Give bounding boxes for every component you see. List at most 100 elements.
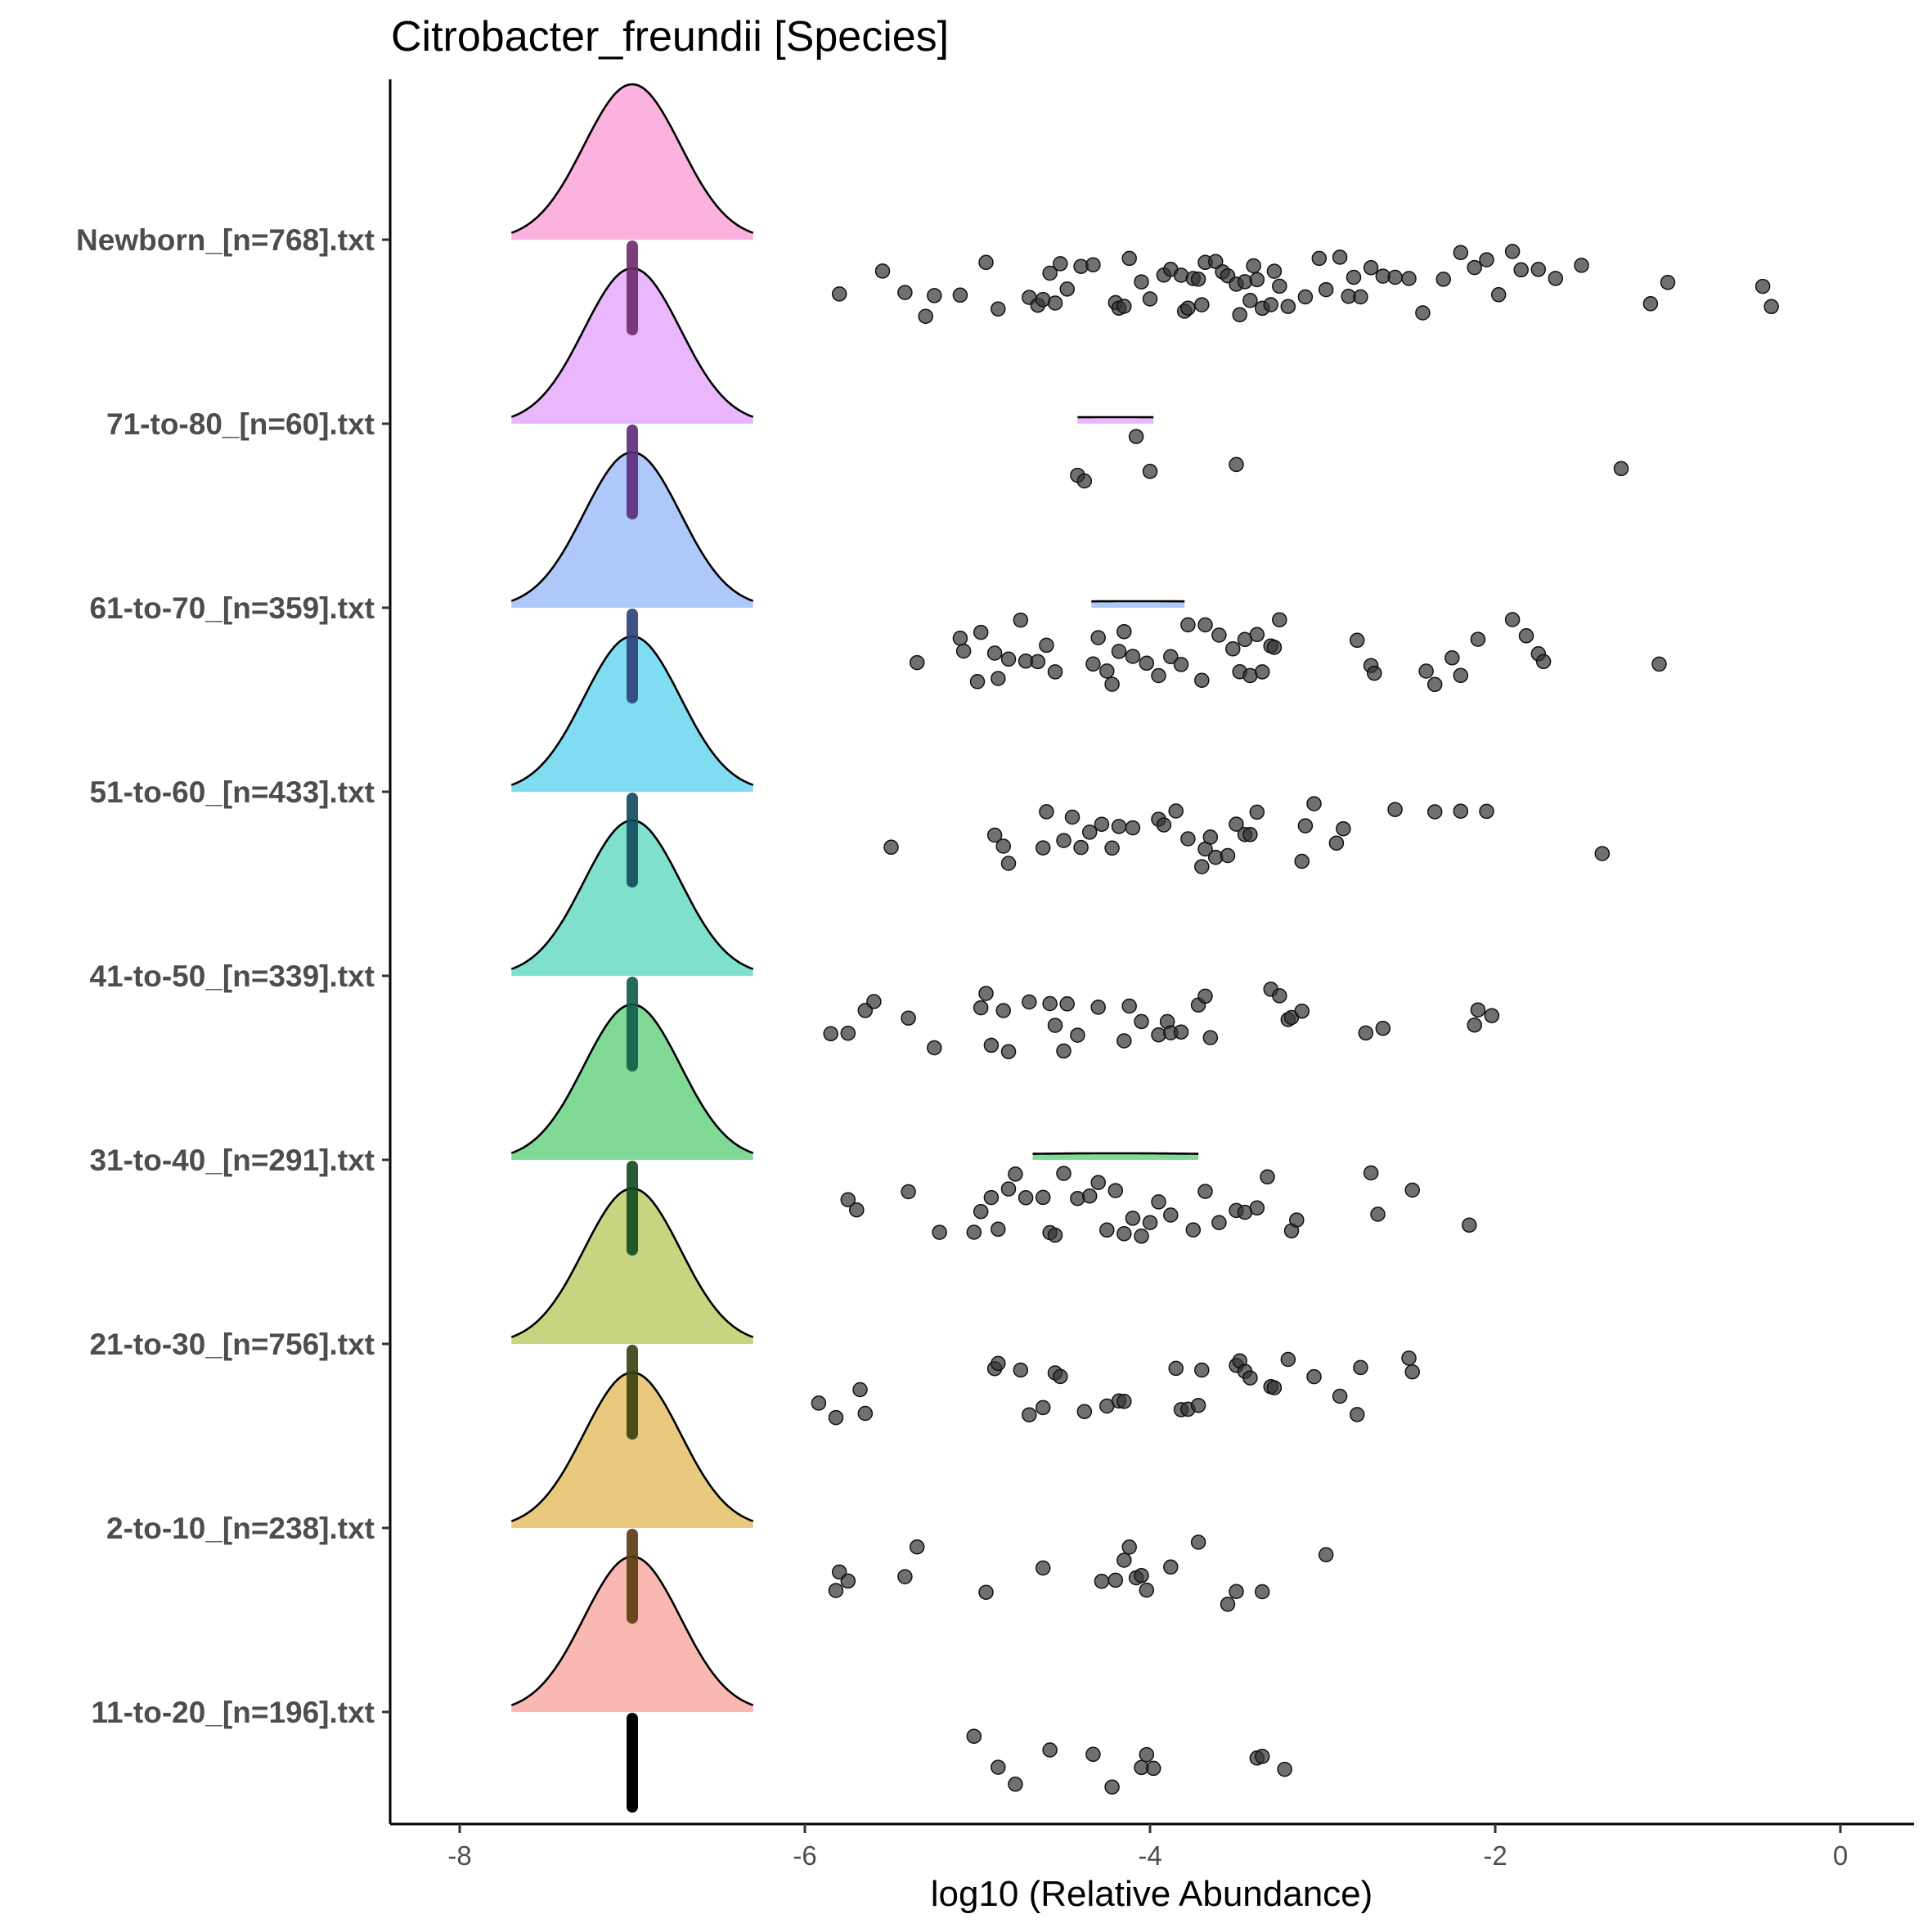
data-point-5-28 xyxy=(1211,1215,1227,1230)
data-point-7-12 xyxy=(1134,1567,1149,1584)
y-tick-label-7: 2-to-10_[n=238].txt xyxy=(106,1512,375,1545)
ridge-fill-1-0 xyxy=(511,268,753,424)
data-point-7-18 xyxy=(1254,1584,1270,1600)
data-point-2-32 xyxy=(1249,627,1265,643)
data-point-0-60 xyxy=(1467,259,1482,276)
data-point-0-71 xyxy=(1764,299,1779,315)
data-point-4-6 xyxy=(973,1000,989,1016)
data-point-3-36 xyxy=(1594,846,1611,861)
data-point-6-6 xyxy=(1013,1362,1029,1378)
data-point-4-11 xyxy=(1022,994,1037,1010)
data-point-0-13 xyxy=(1053,256,1068,272)
data-point-0-53 xyxy=(1363,260,1379,276)
data-point-3-22 xyxy=(1220,847,1236,864)
data-point-7-16 xyxy=(1220,1597,1236,1612)
data-point-4-18 xyxy=(1117,1033,1132,1049)
data-point-8-0 xyxy=(966,1728,982,1744)
data-point-3-32 xyxy=(1387,802,1403,817)
data-point-2-45 xyxy=(1504,612,1521,627)
data-point-3-26 xyxy=(1249,804,1265,820)
data-point-4-8 xyxy=(983,1037,1000,1054)
data-point-8-8 xyxy=(1145,1760,1161,1777)
data-point-0-38 xyxy=(1242,293,1258,308)
data-point-5-6 xyxy=(983,1189,1000,1206)
data-point-1-3 xyxy=(1142,464,1158,479)
data-point-0-57 xyxy=(1415,305,1431,321)
data-point-0-7 xyxy=(991,301,1006,317)
data-point-5-26 xyxy=(1185,1222,1202,1238)
data-point-5-10 xyxy=(1018,1190,1034,1206)
data-point-4-29 xyxy=(1272,988,1287,1004)
data-point-0-51 xyxy=(1346,269,1362,285)
ridge-outline-5-1 xyxy=(1032,1152,1199,1155)
data-point-3-33 xyxy=(1427,804,1443,820)
data-point-3-9 xyxy=(1081,824,1098,840)
data-point-5-38 xyxy=(1462,1217,1477,1233)
data-point-5-24 xyxy=(1151,1194,1166,1210)
data-point-0-65 xyxy=(1530,262,1547,277)
data-point-4-24 xyxy=(1173,1024,1189,1040)
data-point-7-0 xyxy=(828,1583,844,1598)
data-point-6-11 xyxy=(1076,1404,1093,1419)
data-point-8-4 xyxy=(1085,1746,1101,1763)
data-point-0-59 xyxy=(1453,245,1469,261)
data-point-2-20 xyxy=(1139,655,1155,672)
data-point-0-39 xyxy=(1246,258,1261,274)
data-point-1-5 xyxy=(1613,461,1629,477)
data-point-2-41 xyxy=(1427,676,1443,693)
data-point-3-10 xyxy=(1094,816,1110,832)
data-point-5-8 xyxy=(1000,1181,1017,1197)
y-tick-label-4: 41-to-50_[n=339].txt xyxy=(89,959,375,993)
data-point-2-22 xyxy=(1163,649,1179,665)
y-tick-label-0: Newborn_[n=768].txt xyxy=(76,223,375,257)
data-point-3-3 xyxy=(1000,856,1017,871)
data-point-2-6 xyxy=(991,671,1006,686)
data-point-6-29 xyxy=(1349,1407,1365,1422)
data-point-4-35 xyxy=(1467,1017,1482,1033)
data-point-4-5 xyxy=(927,1040,942,1056)
data-point-3-12 xyxy=(1111,819,1127,834)
data-point-6-8 xyxy=(1035,1400,1051,1416)
x-tick-label-4: 0 xyxy=(1833,1840,1848,1871)
data-point-0-20 xyxy=(1121,250,1137,267)
data-point-2-14 xyxy=(1090,630,1106,645)
data-point-2-43 xyxy=(1453,667,1469,684)
data-point-0-36 xyxy=(1232,307,1247,323)
data-point-0-19 xyxy=(1117,299,1132,314)
data-point-2-40 xyxy=(1418,663,1434,679)
data-point-5-5 xyxy=(973,1203,989,1220)
data-point-3-29 xyxy=(1306,796,1322,811)
data-point-0-66 xyxy=(1548,271,1564,286)
data-point-2-0 xyxy=(909,654,925,671)
data-point-2-35 xyxy=(1266,640,1283,655)
y-tick-label-3: 51-to-60_[n=433].txt xyxy=(89,775,375,809)
data-point-6-5 xyxy=(991,1355,1006,1372)
data-point-2-37 xyxy=(1349,632,1365,649)
data-point-6-31 xyxy=(1401,1350,1417,1366)
data-point-7-9 xyxy=(1117,1552,1132,1568)
data-point-4-10 xyxy=(1000,1044,1017,1059)
data-point-5-34 xyxy=(1289,1212,1305,1228)
data-point-3-13 xyxy=(1125,820,1141,836)
data-point-6-28 xyxy=(1332,1388,1348,1404)
data-point-0-2 xyxy=(897,285,913,300)
data-point-5-15 xyxy=(1070,1190,1085,1206)
data-point-0-0 xyxy=(831,286,847,302)
data-point-7-4 xyxy=(909,1539,925,1555)
data-point-6-30 xyxy=(1353,1359,1368,1376)
data-point-6-19 xyxy=(1194,1362,1210,1378)
data-point-0-67 xyxy=(1574,258,1589,273)
data-point-2-46 xyxy=(1518,628,1534,644)
ridge-fill-2-0 xyxy=(511,452,753,608)
data-point-0-4 xyxy=(927,288,942,303)
data-point-4-19 xyxy=(1121,998,1137,1014)
data-point-5-22 xyxy=(1134,1229,1149,1244)
data-point-4-20 xyxy=(1134,1013,1149,1030)
data-point-5-17 xyxy=(1090,1175,1106,1190)
data-point-8-2 xyxy=(1008,1777,1023,1792)
data-point-4-12 xyxy=(1042,995,1058,1012)
data-point-0-14 xyxy=(1059,281,1075,297)
data-point-4-0 xyxy=(823,1026,838,1042)
data-point-0-43 xyxy=(1266,263,1283,279)
data-point-7-6 xyxy=(1035,1560,1051,1576)
